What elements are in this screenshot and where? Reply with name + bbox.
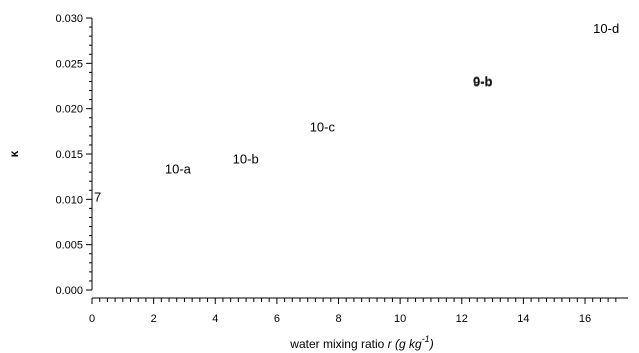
y-axis-title: κ — [7, 150, 21, 157]
x-axis-title-unit-close: ) — [428, 337, 434, 351]
point-label: 10-a — [165, 161, 192, 176]
y-tick-label: 0.000 — [55, 285, 83, 297]
y-axis: 0.000 0.005 0.010 0.015 0.020 0.025 0.030 — [55, 13, 93, 297]
x-axis: 0 2 4 6 8 10 12 14 16 — [89, 297, 628, 325]
y-tick-label: 0.005 — [55, 240, 83, 252]
x-tick-label: 8 — [335, 313, 341, 325]
y-tick-label: 0.015 — [55, 149, 83, 161]
point-label: 10-b — [233, 151, 259, 166]
y-tick-label: 0.025 — [55, 58, 83, 70]
data-points: 7 10-a 10-b 10-c 9-b0-b 10-d — [94, 21, 619, 205]
x-tick-label: 16 — [579, 313, 591, 325]
x-axis-title: water mixing ratio r (g kg-1) — [289, 334, 433, 351]
x-axis-title-var: r — [388, 337, 393, 351]
x-tick-label: 14 — [517, 313, 529, 325]
x-axis-title-unit-exp: -1 — [422, 334, 430, 344]
point-label: 10-c — [310, 120, 336, 135]
x-tick-label: 0 — [89, 313, 95, 325]
x-tick-label: 10 — [394, 313, 406, 325]
point-label: 0-b — [473, 73, 493, 88]
point-label: 10-d — [593, 21, 619, 36]
x-tick-label: 4 — [212, 313, 218, 325]
point-label: 7 — [94, 190, 101, 205]
y-tick-label: 0.010 — [55, 194, 83, 206]
x-axis-title-unit-open: (g kg — [392, 337, 422, 351]
point-label: 9-b — [473, 74, 493, 89]
y-tick-label: 0.020 — [55, 104, 83, 116]
x-tick-label: 6 — [274, 313, 280, 325]
y-tick-label: 0.030 — [55, 13, 83, 25]
x-tick-label: 12 — [456, 313, 468, 325]
x-axis-title-text: water mixing ratio — [289, 337, 387, 351]
x-tick-label: 2 — [151, 313, 157, 325]
